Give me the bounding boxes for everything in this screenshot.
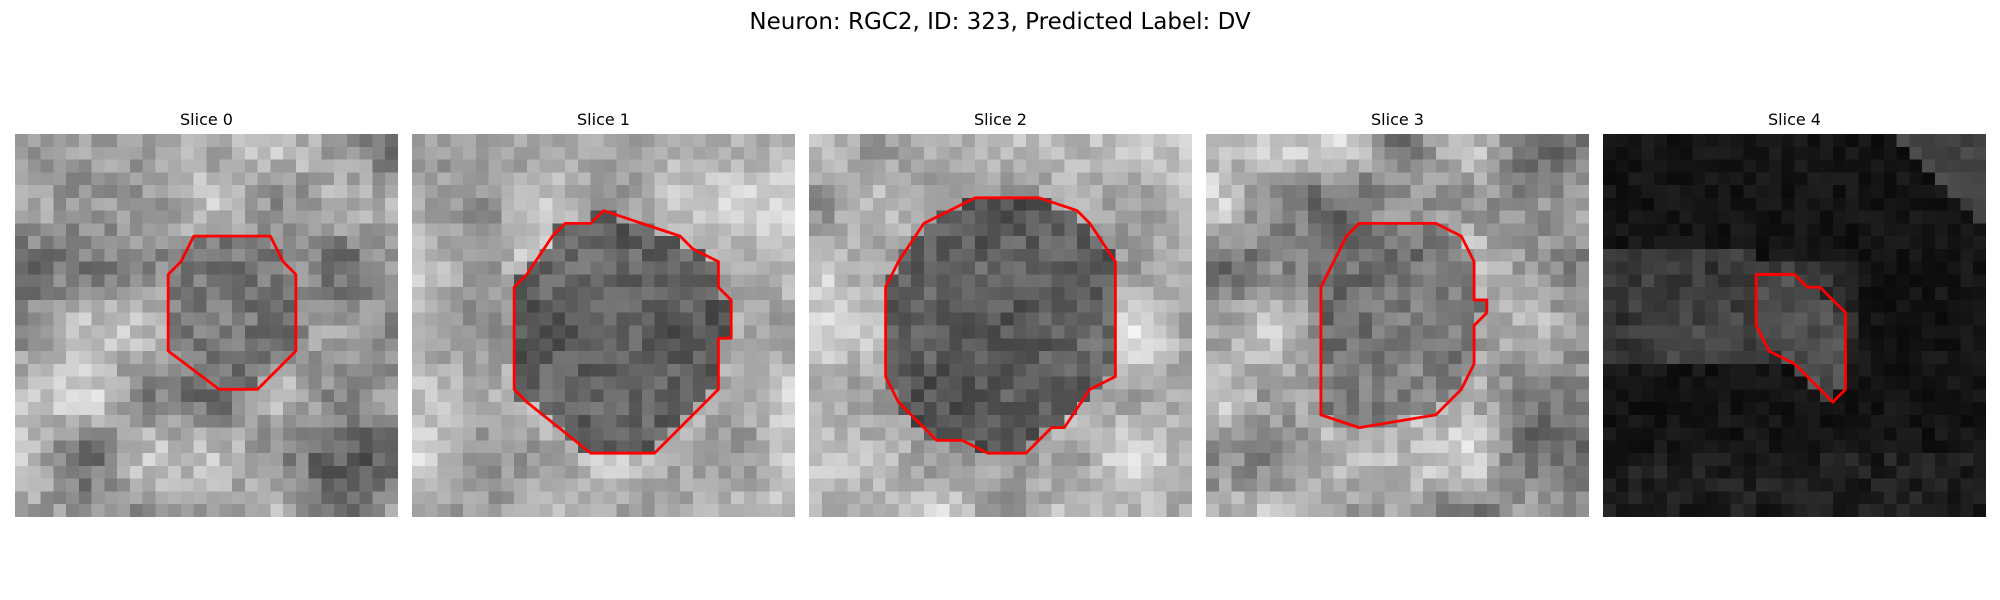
slice-image xyxy=(15,134,398,517)
slice-image xyxy=(412,134,795,517)
slice-image xyxy=(809,134,1192,517)
figure-title: Neuron: RGC2, ID: 323, Predicted Label: … xyxy=(749,9,1251,35)
slice-title: Slice 3 xyxy=(1371,110,1424,129)
cell-contour xyxy=(166,234,298,391)
slice-title: Slice 1 xyxy=(577,110,630,129)
cell-contour xyxy=(1754,273,1847,404)
cell-contour xyxy=(512,209,733,455)
slice-image xyxy=(1603,134,1986,517)
cell-contour xyxy=(1319,221,1489,430)
slice-title: Slice 4 xyxy=(1768,110,1821,129)
cell-contour xyxy=(884,196,1117,455)
slice-title: Slice 0 xyxy=(180,110,233,129)
slice-title: Slice 2 xyxy=(974,110,1027,129)
slice-image xyxy=(1206,134,1589,517)
